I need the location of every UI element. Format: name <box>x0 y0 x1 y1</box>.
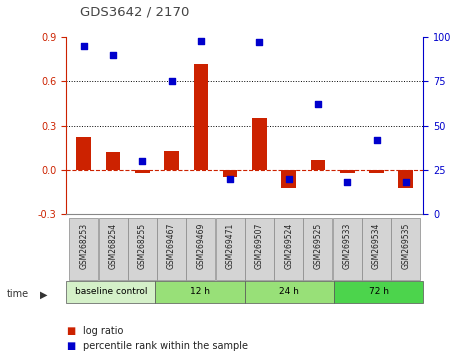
Point <box>402 179 410 185</box>
Point <box>197 38 205 44</box>
Point <box>314 102 322 107</box>
Text: percentile rank within the sample: percentile rank within the sample <box>83 341 248 351</box>
Bar <box>281 170 296 188</box>
Bar <box>398 170 413 188</box>
Text: GSM268253: GSM268253 <box>79 223 88 269</box>
Text: 12 h: 12 h <box>190 287 210 296</box>
Bar <box>156 281 245 303</box>
Point <box>139 158 146 164</box>
Text: GSM268255: GSM268255 <box>138 223 147 269</box>
Bar <box>98 218 128 280</box>
Text: GSM269524: GSM269524 <box>284 223 293 269</box>
Point <box>255 40 263 45</box>
Text: GSM269535: GSM269535 <box>401 223 410 269</box>
Bar <box>245 218 274 280</box>
Bar <box>340 170 355 173</box>
Text: GSM268254: GSM268254 <box>109 223 118 269</box>
Bar <box>311 160 325 170</box>
Text: log ratio: log ratio <box>83 326 123 336</box>
Text: GSM269467: GSM269467 <box>167 223 176 269</box>
Bar <box>157 218 186 280</box>
Point <box>285 176 292 182</box>
Bar <box>223 170 237 177</box>
Bar <box>391 218 420 280</box>
Text: GSM269533: GSM269533 <box>343 223 352 269</box>
Bar <box>333 218 362 280</box>
Text: baseline control: baseline control <box>75 287 147 296</box>
Point <box>343 179 351 185</box>
Bar <box>69 218 98 280</box>
Text: time: time <box>7 289 29 299</box>
Text: GDS3642 / 2170: GDS3642 / 2170 <box>80 6 190 19</box>
Text: GSM269471: GSM269471 <box>226 223 235 269</box>
Point <box>109 52 117 58</box>
Bar <box>66 281 156 303</box>
Bar <box>362 218 391 280</box>
Point <box>227 176 234 182</box>
Text: GSM269534: GSM269534 <box>372 223 381 269</box>
Bar <box>369 170 384 173</box>
Bar <box>193 64 208 170</box>
Point <box>168 79 175 84</box>
Bar <box>245 281 334 303</box>
Text: ▶: ▶ <box>40 289 48 299</box>
Text: 24 h: 24 h <box>280 287 299 296</box>
Text: 72 h: 72 h <box>368 287 389 296</box>
Point <box>80 43 88 49</box>
Bar <box>186 218 215 280</box>
Text: GSM269469: GSM269469 <box>196 223 205 269</box>
Bar <box>274 218 303 280</box>
Bar <box>334 281 423 303</box>
Bar <box>216 218 245 280</box>
Bar <box>106 152 120 170</box>
Bar <box>304 218 333 280</box>
Bar <box>164 151 179 170</box>
Bar <box>128 218 157 280</box>
Bar <box>135 170 149 173</box>
Text: GSM269507: GSM269507 <box>255 223 264 269</box>
Text: ■: ■ <box>66 326 76 336</box>
Point <box>373 137 380 143</box>
Text: GSM269525: GSM269525 <box>314 223 323 269</box>
Bar <box>77 137 91 170</box>
Text: ■: ■ <box>66 341 76 351</box>
Bar <box>252 118 267 170</box>
